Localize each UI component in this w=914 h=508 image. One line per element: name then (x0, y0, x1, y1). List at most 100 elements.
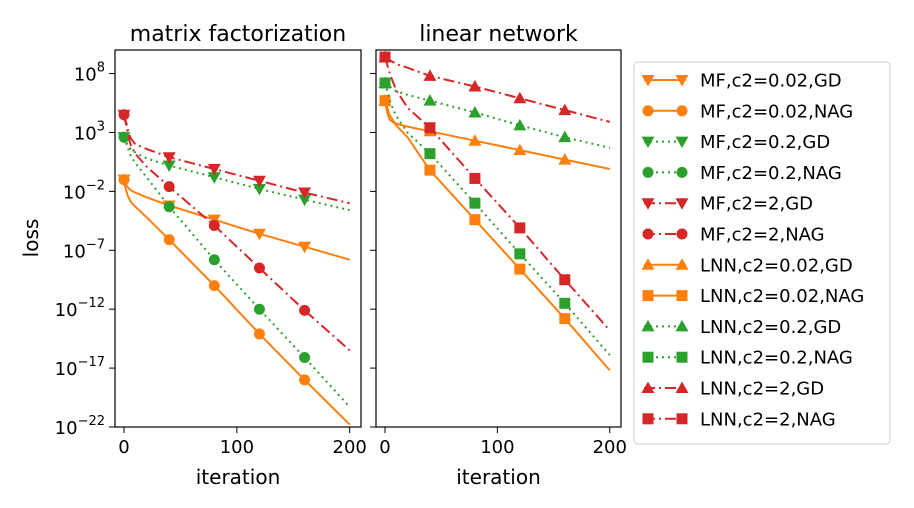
marker-LNN,c2=0.2,NAG (514, 248, 526, 260)
marker-MF,c2=2,GD (207, 163, 221, 176)
marker-MF,c2=0.2,GD (162, 160, 176, 172)
marker-MF,c2=0.2,GD (298, 194, 312, 207)
legend-entry: LNN,c2=0.2,GD (641, 317, 841, 338)
series-line-LNN,c2=2,GD (384, 56, 611, 123)
x-tick-label: 100 (480, 437, 514, 458)
y-tick-label: 108 (74, 61, 105, 86)
legend-label: LNN,c2=0.2,GD (700, 317, 841, 338)
marker-MF,c2=0.2,GD (207, 172, 221, 184)
legend-box (633, 61, 891, 445)
marker-LNN,c2=2,NAG (469, 172, 481, 184)
marker-LNN,c2=0.2,NAG (469, 197, 481, 209)
legend-entry: LNN,c2=2,GD (641, 379, 824, 400)
marker-LNN,c2=2,NAG (514, 222, 526, 234)
marker-MF,c2=0.02,NAG (299, 374, 311, 386)
series-line-LNN,c2=0.02,NAG (384, 100, 611, 372)
marker-MF,c2=2,NAG (163, 181, 175, 193)
y-tick-label: 10−22 (55, 414, 105, 439)
legend-label: LNN,c2=0.2,NAG (700, 348, 853, 369)
legend-label: MF,c2=0.2,GD (700, 132, 830, 153)
marker-LNN,c2=0.2,GD (468, 105, 482, 118)
legend-marker (676, 105, 688, 117)
x-tick-label: 100 (220, 437, 254, 458)
marker-LNN,c2=2,GD (558, 103, 572, 116)
marker-MF,c2=0.2,NAG (118, 131, 130, 143)
legend-entry: LNN,c2=0.02,GD (641, 255, 853, 276)
legend-marker (676, 228, 688, 240)
legend-marker (675, 381, 689, 393)
marker-LNN,c2=0.2,GD (423, 94, 437, 106)
series-line-LNN,c2=0.02,GD (384, 100, 611, 170)
series-line-MF,c2=0.02,GD (123, 179, 350, 261)
marker-LNN,c2=0.2,GD (558, 130, 572, 143)
x-tick-label: 0 (379, 437, 390, 458)
y-tick-label: 10−12 (55, 296, 105, 321)
marker-LNN,c2=2,GD (423, 69, 437, 81)
marker-MF,c2=0.2,NAG (208, 254, 220, 266)
legend-marker (642, 228, 654, 240)
x-tick-label: 0 (118, 437, 129, 458)
marker-MF,c2=0.2,NAG (163, 201, 175, 213)
y-tick-label: 103 (74, 119, 105, 144)
marker-MF,c2=0.02,GD (252, 228, 266, 241)
marker-MF,c2=2,NAG (253, 262, 265, 274)
marker-LNN,c2=0.02,GD (513, 143, 527, 156)
marker-LNN,c2=0.2,NAG (379, 77, 391, 89)
legend-marker (641, 319, 655, 332)
legend-marker (642, 166, 654, 178)
legend: MF,c2=0.02,GD MF,c2=0.02,NAG MF,c2=0.2,GD M… (633, 61, 891, 445)
legend-marker (641, 75, 655, 87)
legend-marker (675, 198, 689, 210)
marker-LNN,c2=0.02,GD (558, 153, 572, 165)
legend-label: LNN,c2=0.02,GD (700, 255, 853, 276)
legend-label: MF,c2=0.02,NAG (700, 101, 853, 122)
legend-label: LNN,c2=2,GD (700, 379, 824, 400)
legend-marker (675, 258, 689, 270)
legend-marker (676, 351, 688, 363)
legend-label: MF,c2=0.02,GD (700, 71, 842, 92)
marker-LNN,c2=0.2,NAG (559, 297, 571, 309)
legend-label: LNN,c2=0.02,NAG (700, 286, 864, 307)
x-tick-label: 200 (333, 437, 367, 458)
x-axis-label: iteration (196, 465, 281, 489)
y-tick-label: 10−2 (63, 178, 105, 203)
marker-LNN,c2=2,GD (468, 80, 482, 92)
marker-MF,c2=0.2,NAG (253, 303, 265, 315)
panel-matrix-factorization: matrix factorization 0 100 200 iteration 108 1… (55, 22, 367, 489)
legend-marker (676, 413, 688, 425)
legend-label: MF,c2=2,GD (700, 194, 813, 215)
marker-LNN,c2=0.02,NAG (424, 164, 436, 176)
legend-marker (642, 351, 654, 363)
marker-MF,c2=0.02,NAG (208, 280, 220, 292)
series-line-MF,c2=0.2,NAG (123, 136, 351, 408)
marker-MF,c2=2,GD (252, 175, 266, 188)
axes-frame (114, 49, 362, 428)
marker-MF,c2=0.02,NAG (253, 328, 265, 340)
x-axis-label: iteration (456, 465, 541, 489)
legend-marker (642, 413, 654, 425)
panel-linear-network: linear network 0 100 200 iteration (370, 22, 627, 489)
legend-marker (642, 290, 654, 302)
marker-LNN,c2=2,GD (513, 91, 527, 104)
legend-entry: MF,c2=0.02,GD (641, 71, 842, 92)
legend-label: MF,c2=0.2,NAG (700, 163, 842, 184)
marker-LNN,c2=2,NAG (424, 122, 436, 134)
marker-LNN,c2=0.02,NAG (379, 95, 391, 107)
series-line-MF,c2=2,NAG (123, 114, 351, 352)
legend-entry: MF,c2=0.2,GD (641, 132, 830, 153)
legend-entry: LNN,c2=0.2,NAG (642, 348, 853, 369)
marker-LNN,c2=0.02,NAG (559, 313, 571, 325)
marker-MF,c2=2,GD (298, 187, 312, 200)
legend-entry: MF,c2=2,NAG (642, 225, 825, 246)
legend-marker (675, 75, 689, 87)
marker-MF,c2=0.02,GD (298, 241, 312, 254)
panel-title: linear network (419, 22, 578, 47)
legend-label: LNN,c2=2,NAG (700, 409, 836, 430)
legend-marker (641, 198, 655, 210)
marker-MF,c2=2,NAG (118, 109, 130, 121)
y-tick-label: 10−7 (63, 237, 105, 262)
legend-entry: MF,c2=0.2,NAG (642, 163, 842, 184)
marker-MF,c2=0.2,NAG (299, 351, 311, 363)
marker-MF,c2=0.2,GD (252, 184, 266, 196)
